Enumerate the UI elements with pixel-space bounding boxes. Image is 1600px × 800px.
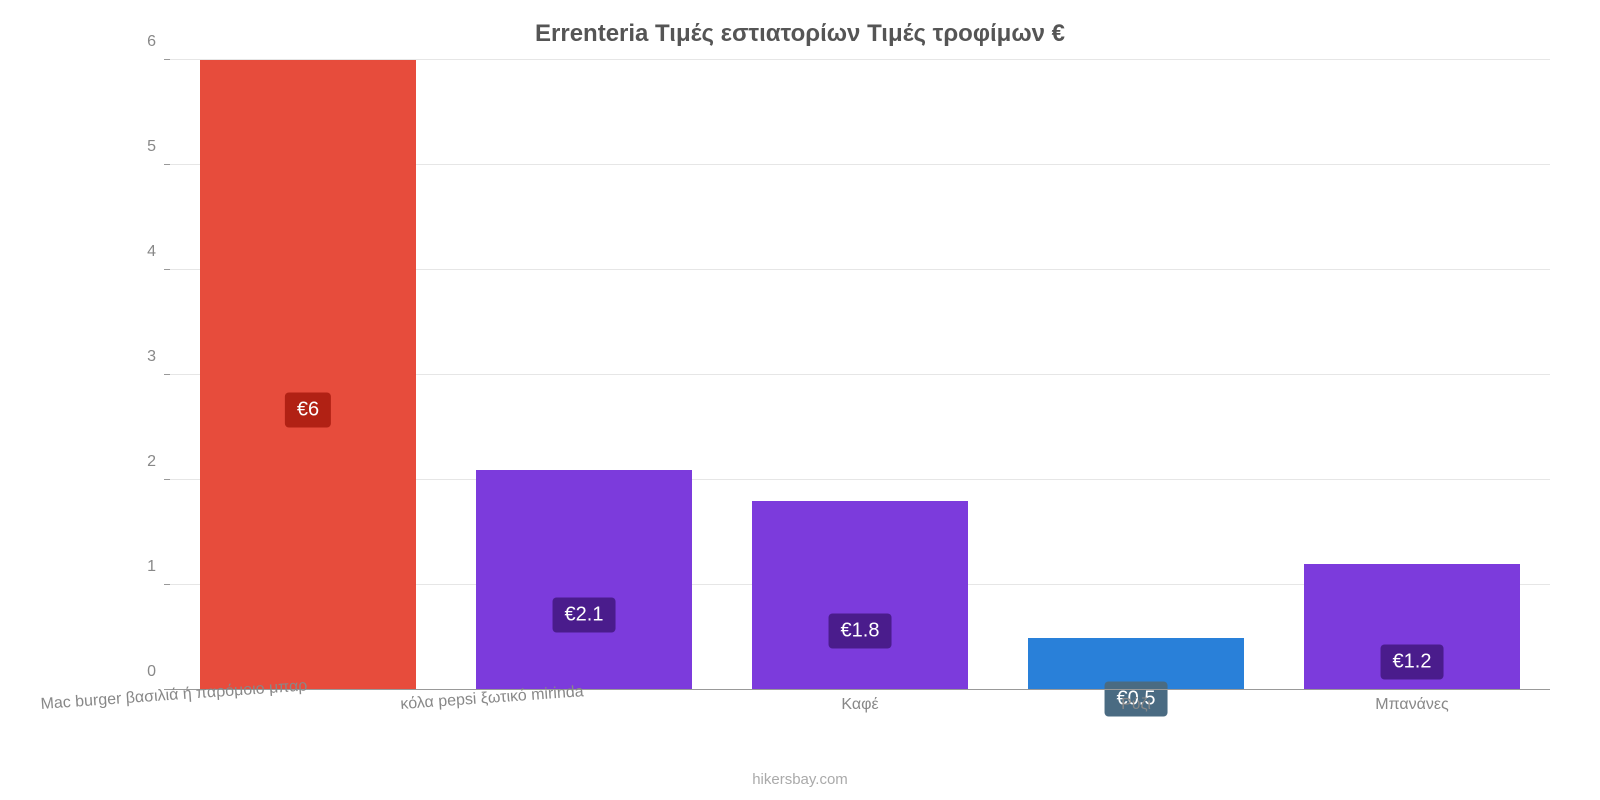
ytick-label: 0: [147, 663, 156, 681]
ytick-label: 3: [147, 348, 156, 366]
plot-area: 0123456 €6€2.1€1.8€0.5€1.2: [170, 60, 1550, 690]
xlabel-slot: Ρύζι: [998, 692, 1274, 742]
bar: €6: [200, 60, 415, 690]
ytick-label: 4: [147, 243, 156, 261]
bars-container: €6 €2.1 €1.8 €0.5 €1.2: [170, 60, 1550, 690]
bar: €1.2: [1304, 564, 1519, 690]
bar-slot: €1.2: [1274, 60, 1550, 690]
bar-slot: €1.8: [722, 60, 998, 690]
watermark: hikersbay.com: [752, 771, 848, 788]
bar-value-label: €2.1: [553, 597, 616, 632]
bar: €1.8: [752, 501, 967, 690]
bar-slot: €2.1: [446, 60, 722, 690]
bar-value-label: €6: [285, 393, 331, 428]
x-axis-line: [164, 689, 1550, 690]
xlabel-slot: Μπανάνες: [1274, 692, 1550, 742]
xlabel-slot: Καφέ: [722, 692, 998, 742]
bar-slot: €6: [170, 60, 446, 690]
ytick-label: 2: [147, 453, 156, 471]
price-bar-chart: Errenteria Τιμές εστιατορίων Τιμές τροφί…: [0, 0, 1600, 800]
bar-value-label: €1.2: [1381, 645, 1444, 680]
x-axis-label: Μπανάνες: [1375, 696, 1448, 714]
x-axis-label: Ρύζι: [1121, 696, 1151, 714]
bar-value-label: €1.8: [829, 613, 892, 648]
xlabel-slot: κόλα pepsi ξωτικό mirinda: [446, 692, 722, 742]
bar: €2.1: [476, 470, 691, 691]
ytick-label: 5: [147, 138, 156, 156]
chart-title: Errenteria Τιμές εστιατορίων Τιμές τροφί…: [0, 20, 1600, 48]
ytick-label: 6: [147, 33, 156, 51]
bar: €0.5: [1028, 638, 1243, 691]
x-axis-labels: Mac burger βασιλιά ή παρόμοιο μπαρκόλα p…: [170, 692, 1550, 742]
bar-slot: €0.5: [998, 60, 1274, 690]
ytick-label: 1: [147, 558, 156, 576]
x-axis-label: Καφέ: [841, 696, 878, 714]
